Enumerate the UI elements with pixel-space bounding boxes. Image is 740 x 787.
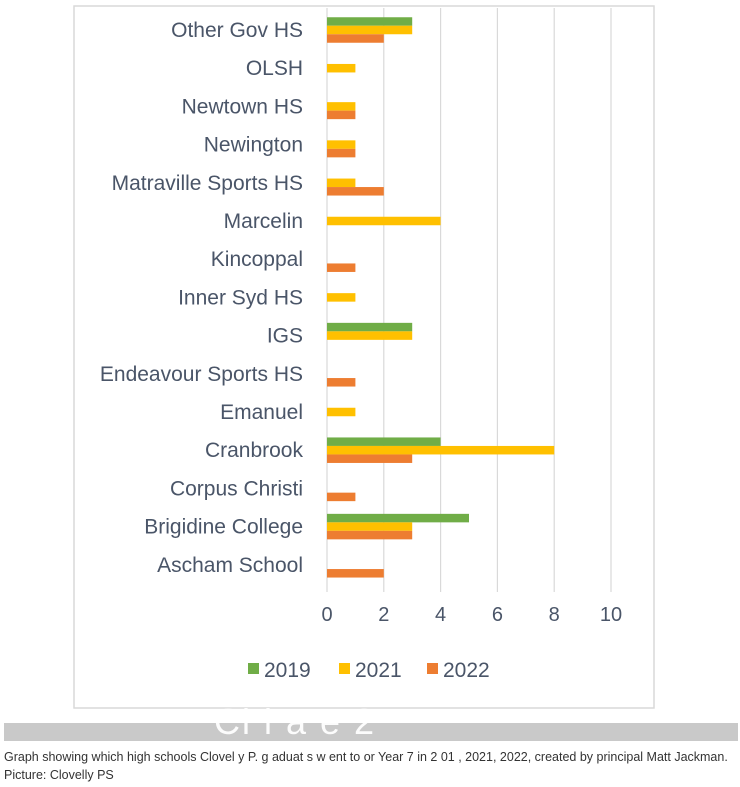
x-tick-label: 8 — [549, 604, 560, 626]
bar-2021 — [327, 102, 356, 111]
bar-2019 — [327, 437, 441, 446]
x-tick-label: 10 — [600, 604, 622, 626]
bar-2022 — [327, 110, 356, 120]
category-label: Newtown HS — [182, 95, 303, 118]
category-label: OLSH — [246, 57, 303, 80]
legend-swatch-2019 — [248, 663, 259, 674]
bar-2021 — [327, 216, 441, 226]
category-label: Ascham School — [157, 554, 303, 577]
legend-label-2021: 2021 — [355, 659, 402, 682]
figure-caption: Graph showing which high schools Clovel … — [4, 750, 728, 782]
category-label: Other Gov HS — [171, 19, 303, 42]
category-label: Kincoppal — [211, 248, 303, 271]
category-label: Cranbrook — [205, 439, 304, 462]
bar-2021 — [327, 25, 413, 35]
bar-2021 — [327, 178, 356, 188]
category-label: Matraville Sports HS — [112, 172, 303, 195]
bar-2021 — [327, 331, 413, 340]
bar-2021 — [327, 63, 356, 73]
bar-2021 — [327, 522, 413, 531]
bar-2019 — [327, 322, 413, 332]
category-label: Endeavour Sports HS — [100, 363, 303, 386]
chart-frame — [73, 5, 655, 709]
category-label: IGS — [267, 325, 303, 348]
x-tick-label: 2 — [378, 604, 389, 626]
bar-2022 — [327, 148, 356, 158]
bar-2022 — [327, 34, 384, 43]
x-tick-label: 6 — [492, 604, 503, 626]
bar-2022 — [327, 530, 413, 540]
category-label: Inner Syd HS — [178, 286, 303, 309]
legend-swatch-2022 — [427, 663, 438, 674]
overlay-text: Cl i a e 2 — [214, 701, 377, 742]
category-label: Corpus Christi — [170, 477, 303, 500]
x-tick-label: 0 — [321, 604, 332, 626]
bar-2022 — [327, 263, 356, 272]
bar-2021 — [327, 445, 555, 455]
caption-overlay-bar: Cl i a e 2 — [4, 701, 738, 742]
category-label: Marcelin — [224, 210, 303, 233]
bars — [327, 17, 555, 578]
bar-2022 — [327, 378, 356, 387]
legend-swatch-2021 — [339, 663, 350, 674]
legend-label-2022: 2022 — [443, 659, 490, 682]
bar-2021 — [327, 293, 356, 302]
category-labels: Other Gov HS OLSH Newtown HS Newington Matra… — [100, 19, 304, 577]
bar-2021 — [327, 407, 356, 417]
bar-2022 — [327, 187, 384, 196]
legend: 2019 2021 2022 — [248, 659, 490, 682]
x-tick-label: 4 — [435, 604, 446, 626]
bar-2019 — [327, 17, 413, 26]
x-tick-labels: 0 2 4 6 8 10 — [321, 604, 622, 626]
category-label: Brigidine College — [144, 516, 303, 539]
bar-2022 — [327, 492, 356, 502]
category-label: Newington — [204, 134, 303, 157]
bar-2022 — [327, 454, 413, 463]
category-label: Emanuel — [220, 401, 303, 424]
bar-2022 — [327, 569, 384, 578]
bar-2019 — [327, 513, 469, 523]
legend-label-2019: 2019 — [264, 659, 311, 682]
bar-2021 — [327, 140, 356, 149]
